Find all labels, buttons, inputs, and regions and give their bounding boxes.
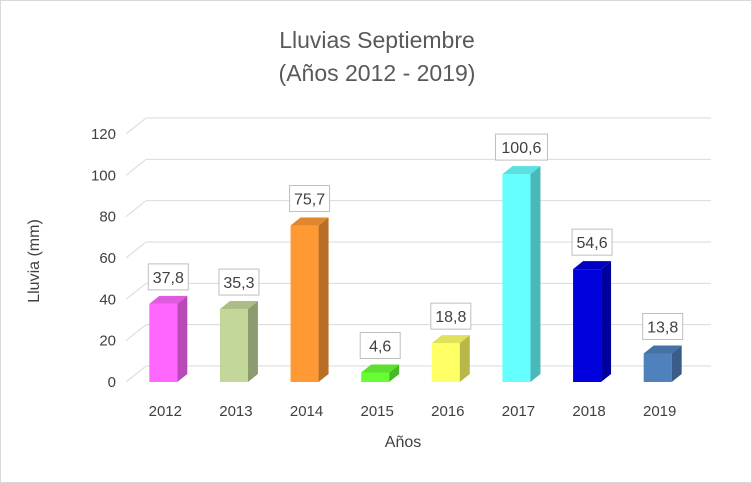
y-axis-title: Lluvia (mm) xyxy=(26,219,43,303)
bar-top xyxy=(149,295,188,304)
x-tick-label: 2018 xyxy=(572,403,605,420)
data-label-2013: 35,3 xyxy=(218,268,260,296)
x-tick-label: 2017 xyxy=(502,403,535,420)
data-label-box xyxy=(642,312,684,340)
bar-front xyxy=(149,303,178,382)
x-axis-title: Años xyxy=(385,434,421,451)
bar-side xyxy=(601,261,612,382)
y-tick-label: 80 xyxy=(99,209,116,226)
bar-top xyxy=(431,335,470,344)
gridline-slant xyxy=(125,324,147,342)
bar-top xyxy=(219,301,258,310)
bar-front xyxy=(219,309,248,382)
data-label: 37,8 xyxy=(153,270,184,287)
bar-front xyxy=(573,269,602,382)
bar-2019 xyxy=(643,345,682,382)
data-labels: 37,8 35,3 75,7 4,6 18,8 100,6 54,6 13,8 xyxy=(147,133,684,359)
gridline-slant xyxy=(125,282,147,300)
data-label-box xyxy=(147,263,189,291)
bar-2017 xyxy=(502,166,541,382)
y-tick-label: 20 xyxy=(99,333,116,350)
gridline-slant xyxy=(125,241,147,259)
gridline-slant xyxy=(125,158,147,176)
bar-side xyxy=(177,295,188,382)
y-tick-label: 100 xyxy=(91,167,116,184)
bar-top xyxy=(290,217,329,226)
data-label-box xyxy=(430,302,472,330)
data-label-2014: 75,7 xyxy=(289,185,331,213)
bar-2016 xyxy=(431,335,470,382)
bar-front xyxy=(290,225,319,382)
data-label-2016: 18,8 xyxy=(430,302,472,330)
bar-side xyxy=(318,217,329,382)
data-label: 75,7 xyxy=(294,192,325,209)
bar-front xyxy=(502,174,531,382)
bar-side xyxy=(671,345,682,382)
bar-top xyxy=(502,166,541,175)
gridlines xyxy=(125,117,711,383)
data-label: 100,6 xyxy=(501,140,541,157)
bar-2014 xyxy=(290,217,329,382)
data-label-2018: 54,6 xyxy=(571,228,613,256)
y-tick-label: 60 xyxy=(99,250,116,267)
data-label-box xyxy=(359,331,401,359)
x-tick-label: 2016 xyxy=(431,403,464,420)
x-axis-ticks: 2012 2013 2014 2015 2016 2017 2018 2019 xyxy=(149,403,677,420)
x-tick-label: 2019 xyxy=(643,403,676,420)
bar-side xyxy=(247,301,258,382)
data-label: 18,8 xyxy=(435,309,466,326)
chart-subtitle: (Años 2012 - 2019) xyxy=(279,60,476,86)
data-label-box xyxy=(494,133,548,161)
gridline-slant xyxy=(125,365,147,383)
data-label-box xyxy=(571,228,613,256)
data-label: 35,3 xyxy=(223,275,254,292)
data-label-box xyxy=(289,185,331,213)
bar-side xyxy=(459,335,470,382)
bar-front xyxy=(431,343,460,382)
data-label-2019: 13,8 xyxy=(642,312,684,340)
bar-front xyxy=(643,353,672,382)
bar-2013 xyxy=(219,301,258,382)
bar-top xyxy=(361,364,400,373)
data-label-2012: 37,8 xyxy=(147,263,189,291)
gridline-slant xyxy=(125,200,147,218)
bar-2012 xyxy=(149,295,188,382)
bar-top xyxy=(573,261,612,270)
bar-side xyxy=(389,364,400,382)
bar-side xyxy=(530,166,541,382)
x-tick-label: 2013 xyxy=(219,403,252,420)
bar-2018 xyxy=(573,261,612,382)
bars xyxy=(149,166,682,382)
data-label-2017: 100,6 xyxy=(494,133,548,161)
bar-2015 xyxy=(361,364,400,382)
x-tick-label: 2012 xyxy=(149,403,182,420)
gridline-slant xyxy=(125,117,147,135)
data-label: 54,6 xyxy=(576,235,607,252)
y-tick-label: 120 xyxy=(91,126,116,143)
chart-title: Lluvias Septiembre xyxy=(279,27,475,53)
y-tick-label: 40 xyxy=(99,291,116,308)
data-label: 4,6 xyxy=(369,338,391,355)
data-label-box xyxy=(218,268,260,296)
bar-top xyxy=(643,345,682,354)
x-tick-label: 2014 xyxy=(290,403,323,420)
x-tick-label: 2015 xyxy=(361,403,394,420)
y-tick-label: 0 xyxy=(108,374,116,391)
y-axis-ticks: 0 20 40 60 80 100 120 xyxy=(91,126,116,391)
data-label-2015: 4,6 xyxy=(359,331,401,359)
bar-front xyxy=(361,372,390,382)
data-label: 13,8 xyxy=(647,319,678,336)
